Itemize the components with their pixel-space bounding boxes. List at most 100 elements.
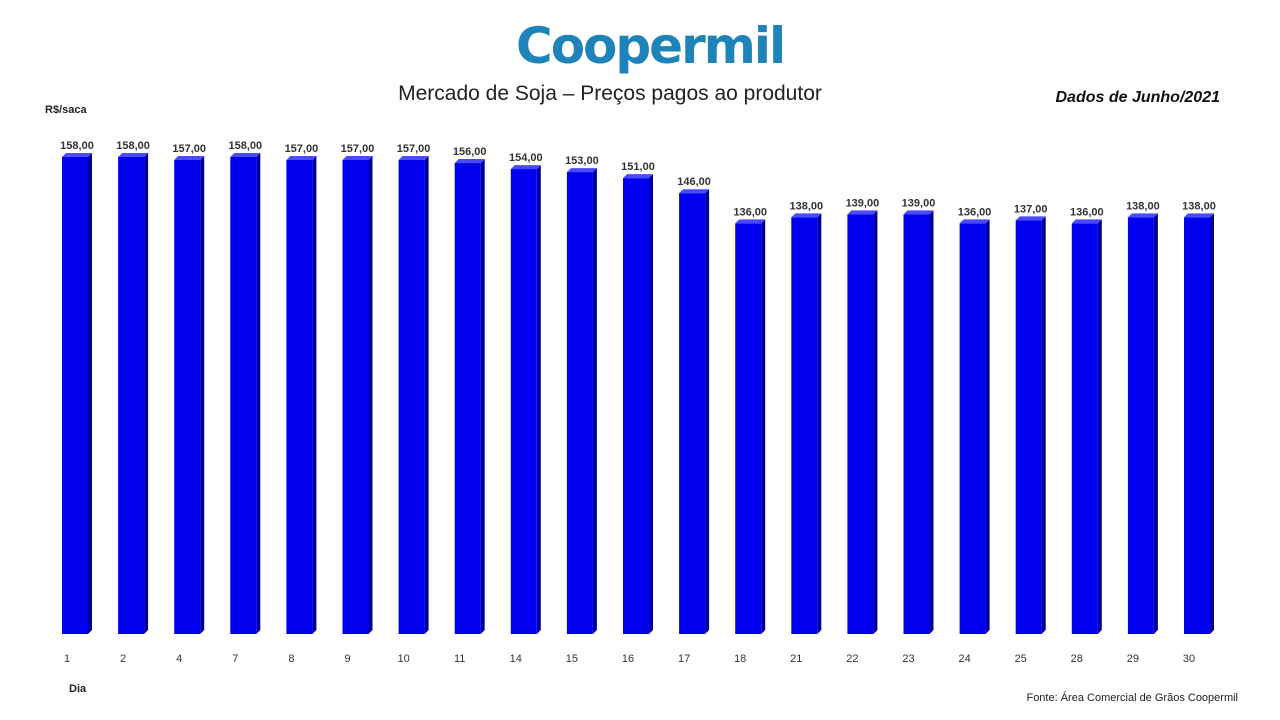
- data-label: 151,00: [621, 161, 655, 173]
- bar: [679, 193, 706, 634]
- bar: [230, 157, 257, 634]
- bar-side: [1097, 219, 1102, 634]
- data-label: 138,00: [1182, 200, 1216, 212]
- x-tick-label: 21: [790, 653, 802, 665]
- bar: [903, 214, 930, 634]
- data-label: 156,00: [453, 146, 487, 158]
- x-tick-label: 22: [846, 653, 858, 665]
- x-tick-label: 8: [288, 653, 294, 665]
- data-label: 158,00: [60, 140, 94, 152]
- bar-side: [312, 156, 317, 634]
- x-tick-label: 25: [1015, 653, 1027, 665]
- x-tick-label: 14: [510, 653, 522, 665]
- x-tick-label: 11: [454, 653, 465, 665]
- data-label: 146,00: [677, 176, 711, 188]
- bar: [623, 178, 649, 634]
- x-tick-label: 28: [1071, 653, 1083, 665]
- bar-top: [959, 219, 990, 224]
- data-label: 139,00: [846, 197, 880, 209]
- data-label: 158,00: [116, 140, 150, 152]
- bar-side: [88, 153, 92, 634]
- bar-top: [1127, 213, 1158, 218]
- bar-side: [1210, 213, 1214, 634]
- bar: [791, 217, 818, 634]
- bar-top: [791, 213, 822, 218]
- bar-side: [256, 153, 261, 634]
- bar-top: [398, 156, 429, 161]
- bar: [62, 157, 88, 634]
- bar-side: [649, 174, 653, 634]
- bar: [847, 214, 874, 634]
- data-label: 154,00: [509, 152, 543, 164]
- bar-side: [985, 219, 990, 634]
- data-label: 157,00: [397, 143, 431, 155]
- bar: [1071, 223, 1098, 634]
- bar-top: [62, 153, 92, 157]
- bar: [286, 160, 313, 634]
- bar-top: [286, 156, 317, 161]
- source-note: Fonte: Área Comercial de Grãos Coopermil: [1026, 692, 1238, 704]
- x-tick-label: 30: [1183, 653, 1195, 665]
- bar-top: [679, 189, 710, 194]
- bar-top: [566, 168, 597, 173]
- bar-side: [144, 153, 149, 634]
- data-label: 138,00: [1126, 200, 1160, 212]
- bar: [1127, 217, 1154, 634]
- bar-side: [592, 168, 597, 634]
- chart-subtitle: Dados de Junho/2021: [1055, 89, 1221, 106]
- data-label: 136,00: [733, 206, 767, 218]
- bar-top: [1071, 219, 1102, 224]
- bar-top: [342, 156, 373, 161]
- bar-side: [1041, 216, 1046, 634]
- bar-side: [480, 159, 485, 635]
- bar-top: [623, 174, 653, 179]
- bar-side: [536, 165, 541, 635]
- data-label: 157,00: [341, 143, 375, 155]
- data-label: 158,00: [228, 140, 262, 152]
- data-label: 138,00: [789, 200, 823, 212]
- bar: [510, 169, 537, 635]
- data-label: 136,00: [1070, 206, 1104, 218]
- bar-top: [510, 165, 541, 170]
- bar-side: [424, 156, 429, 634]
- x-tick-label: 24: [958, 653, 970, 665]
- data-label: 137,00: [1014, 203, 1048, 215]
- bar: [1184, 217, 1210, 634]
- bar: [342, 160, 369, 634]
- bar: [454, 163, 481, 635]
- x-tick-label: 4: [176, 653, 182, 665]
- data-label: 139,00: [902, 197, 936, 209]
- x-tick-label: 2: [120, 653, 126, 665]
- x-tick-label: 1: [64, 653, 70, 665]
- bar-top: [903, 210, 934, 215]
- x-tick-label: 7: [232, 653, 238, 665]
- bar-top: [230, 153, 261, 157]
- data-label: 157,00: [172, 143, 206, 155]
- bar: [398, 160, 425, 634]
- bar-side: [368, 156, 373, 634]
- bar: [118, 157, 145, 634]
- x-axis-label: Dia: [69, 683, 87, 695]
- bar: [174, 160, 201, 634]
- bar-top: [454, 159, 485, 164]
- bar-top: [1184, 213, 1214, 218]
- chart-title: Mercado de Soja – Preços pagos ao produt…: [398, 82, 822, 105]
- bar-top: [847, 210, 878, 215]
- x-tick-label: 29: [1127, 653, 1139, 665]
- bar: [735, 223, 762, 634]
- bar-side: [705, 189, 710, 634]
- bar-top: [735, 219, 766, 224]
- x-tick-label: 9: [344, 653, 350, 665]
- bar-side: [1153, 213, 1158, 634]
- bar-top: [174, 156, 205, 161]
- bar: [959, 223, 986, 634]
- bar-top: [1015, 216, 1046, 221]
- bar-side: [761, 219, 766, 634]
- bar-side: [873, 210, 878, 634]
- data-label: 157,00: [285, 143, 319, 155]
- bar-side: [200, 156, 205, 634]
- bar-side: [817, 213, 822, 634]
- x-tick-label: 10: [397, 653, 409, 665]
- data-label: 153,00: [565, 155, 599, 167]
